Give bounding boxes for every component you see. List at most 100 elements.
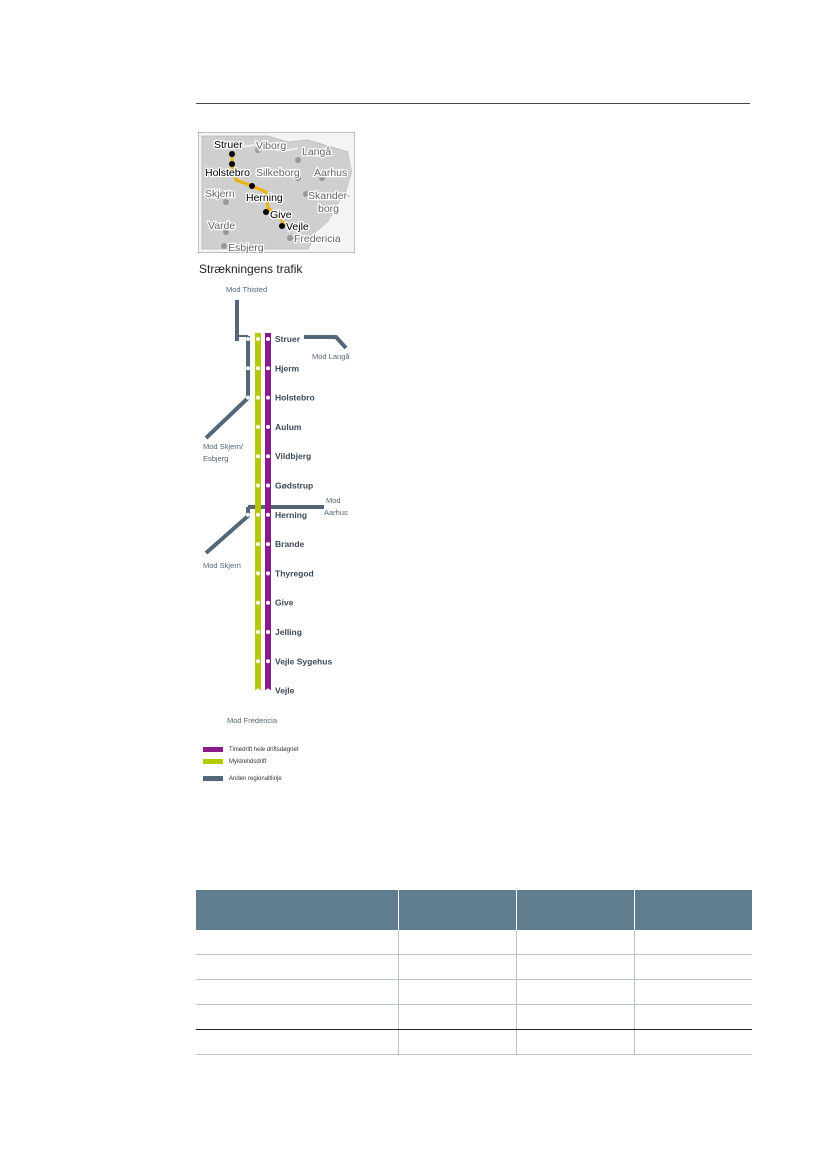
station-label: Vejle <box>275 686 295 696</box>
branch-label-fredericia: Mod Fredericia <box>227 716 278 725</box>
dot-vejle <box>279 223 285 229</box>
station-aulum: Aulum <box>246 422 302 432</box>
station-gødstrup: Gødstrup <box>246 481 313 491</box>
dot-aarhus <box>319 175 325 181</box>
station-stop-dot <box>246 512 250 517</box>
table-header-cell <box>196 890 399 930</box>
dot-holstebro <box>229 161 235 167</box>
map-label-esbjerg: Esbjerg <box>228 242 264 253</box>
branch-label-aarhus-2: Aarhus <box>324 508 348 517</box>
station-stop-dot <box>246 688 250 693</box>
station-stop-dot <box>256 424 260 429</box>
map-label-varde: Varde <box>208 220 235 232</box>
station-label: Give <box>275 598 294 608</box>
station-label: Herning <box>275 510 307 520</box>
station-stop-dot <box>246 483 250 488</box>
station-stop-dot <box>246 337 250 341</box>
station-jelling: Jelling <box>246 627 302 637</box>
station-stop-dot <box>256 600 260 605</box>
table-header-cell <box>634 890 752 930</box>
station-label: Vildbjerg <box>275 451 311 461</box>
branch-label-aarhus-1: Mod <box>326 496 341 505</box>
table-row <box>196 954 752 980</box>
branch-langaa-line <box>304 335 348 350</box>
station-stop-dot <box>256 483 260 488</box>
table-total-row <box>196 1029 752 1055</box>
table-cell <box>196 954 399 980</box>
station-vejle: Vejle <box>246 686 295 696</box>
table-cell <box>516 954 635 980</box>
table-cell <box>196 979 399 1005</box>
branch-skjern-line <box>204 507 250 555</box>
table-cell <box>516 979 635 1005</box>
station-stop-dot <box>246 454 250 459</box>
station-label: Thyregod <box>275 568 314 578</box>
table-cell <box>196 1004 399 1030</box>
table-cell <box>634 930 752 955</box>
branch-label-skjern-esbjerg-1: Mod Skjern/ <box>203 442 244 451</box>
station-thyregod: Thyregod <box>246 568 314 578</box>
station-stop-dot <box>266 659 270 664</box>
station-stop-dot <box>266 600 270 605</box>
dot-skjern <box>223 199 229 205</box>
station-vildbjerg: Vildbjerg <box>246 451 311 461</box>
table-cell <box>516 1004 635 1030</box>
station-stop-dot <box>266 424 270 429</box>
station-brande: Brande <box>246 539 305 549</box>
station-holstebro: Holstebro <box>246 393 315 403</box>
station-label: Holstebro <box>275 393 315 403</box>
map-dots <box>221 147 325 249</box>
map-label-herning: Herning <box>246 192 283 204</box>
station-stop-dot <box>266 366 270 371</box>
branch-skjern-esbjerg-line <box>204 336 250 440</box>
station-stop-dot <box>256 395 260 400</box>
station-stop-dot <box>246 424 250 429</box>
station-stop-dot <box>266 483 270 488</box>
table-cell <box>398 954 517 980</box>
station-stop-dot <box>246 395 250 400</box>
route-diagram: Struer Hjerm Holstebro Aulum Vildbjerg Gødstr… <box>203 285 350 725</box>
station-stop-dot <box>266 512 270 517</box>
dot-langaa <box>295 157 301 163</box>
station-label: Jelling <box>275 627 302 637</box>
station-markers: Struer Hjerm Holstebro Aulum Vildbjerg Gødstr… <box>246 334 332 696</box>
legend-item-regional: Anden regionaltlinje <box>203 773 282 785</box>
table-cell <box>398 1004 517 1030</box>
dot-varde <box>223 229 229 235</box>
map-fjord <box>217 141 299 152</box>
table-header-cell <box>398 890 517 930</box>
station-label: Struer <box>275 334 301 344</box>
table-cell <box>634 979 752 1005</box>
map-label-fredericia: Fredericia <box>294 233 341 245</box>
header-rule <box>196 103 750 104</box>
map-label-struer: Struer <box>214 139 243 151</box>
table-header-row <box>196 890 752 930</box>
table-cell <box>634 1029 752 1055</box>
station-stop-dot <box>246 600 250 605</box>
table-cell <box>516 1029 635 1055</box>
station-stop-dot <box>246 659 250 664</box>
table-header-cell <box>516 890 635 930</box>
map-label-langaa: Langå <box>302 146 331 158</box>
station-stop-dot <box>256 337 260 341</box>
table-row <box>196 979 752 1005</box>
map-label-silkeborg: Silkeborg <box>256 167 300 179</box>
map-label-give: Give <box>270 209 292 221</box>
table-cell <box>634 1004 752 1030</box>
dot-give <box>263 209 269 215</box>
station-stop-dot <box>256 512 260 517</box>
dot-silkeborg <box>295 175 301 181</box>
station-stop-dot <box>266 688 270 693</box>
station-stop-dot <box>246 630 250 634</box>
map-label-viborg: Viborg <box>256 140 286 152</box>
legend-label-hourly: Timedrift hele driftsdøgnet <box>229 747 299 753</box>
table-cell <box>196 930 399 955</box>
data-table <box>196 890 752 1055</box>
table-cell <box>398 930 517 955</box>
branch-label-thisted: Mod Thisted <box>226 285 267 294</box>
station-label: Vejle Sygehus <box>275 656 332 666</box>
station-herning: Herning <box>246 510 307 520</box>
station-stop-dot <box>266 454 270 459</box>
branch-label-skjern-esbjerg-2: Esbjerg <box>203 454 228 463</box>
legend-swatch-hourly <box>203 746 223 752</box>
